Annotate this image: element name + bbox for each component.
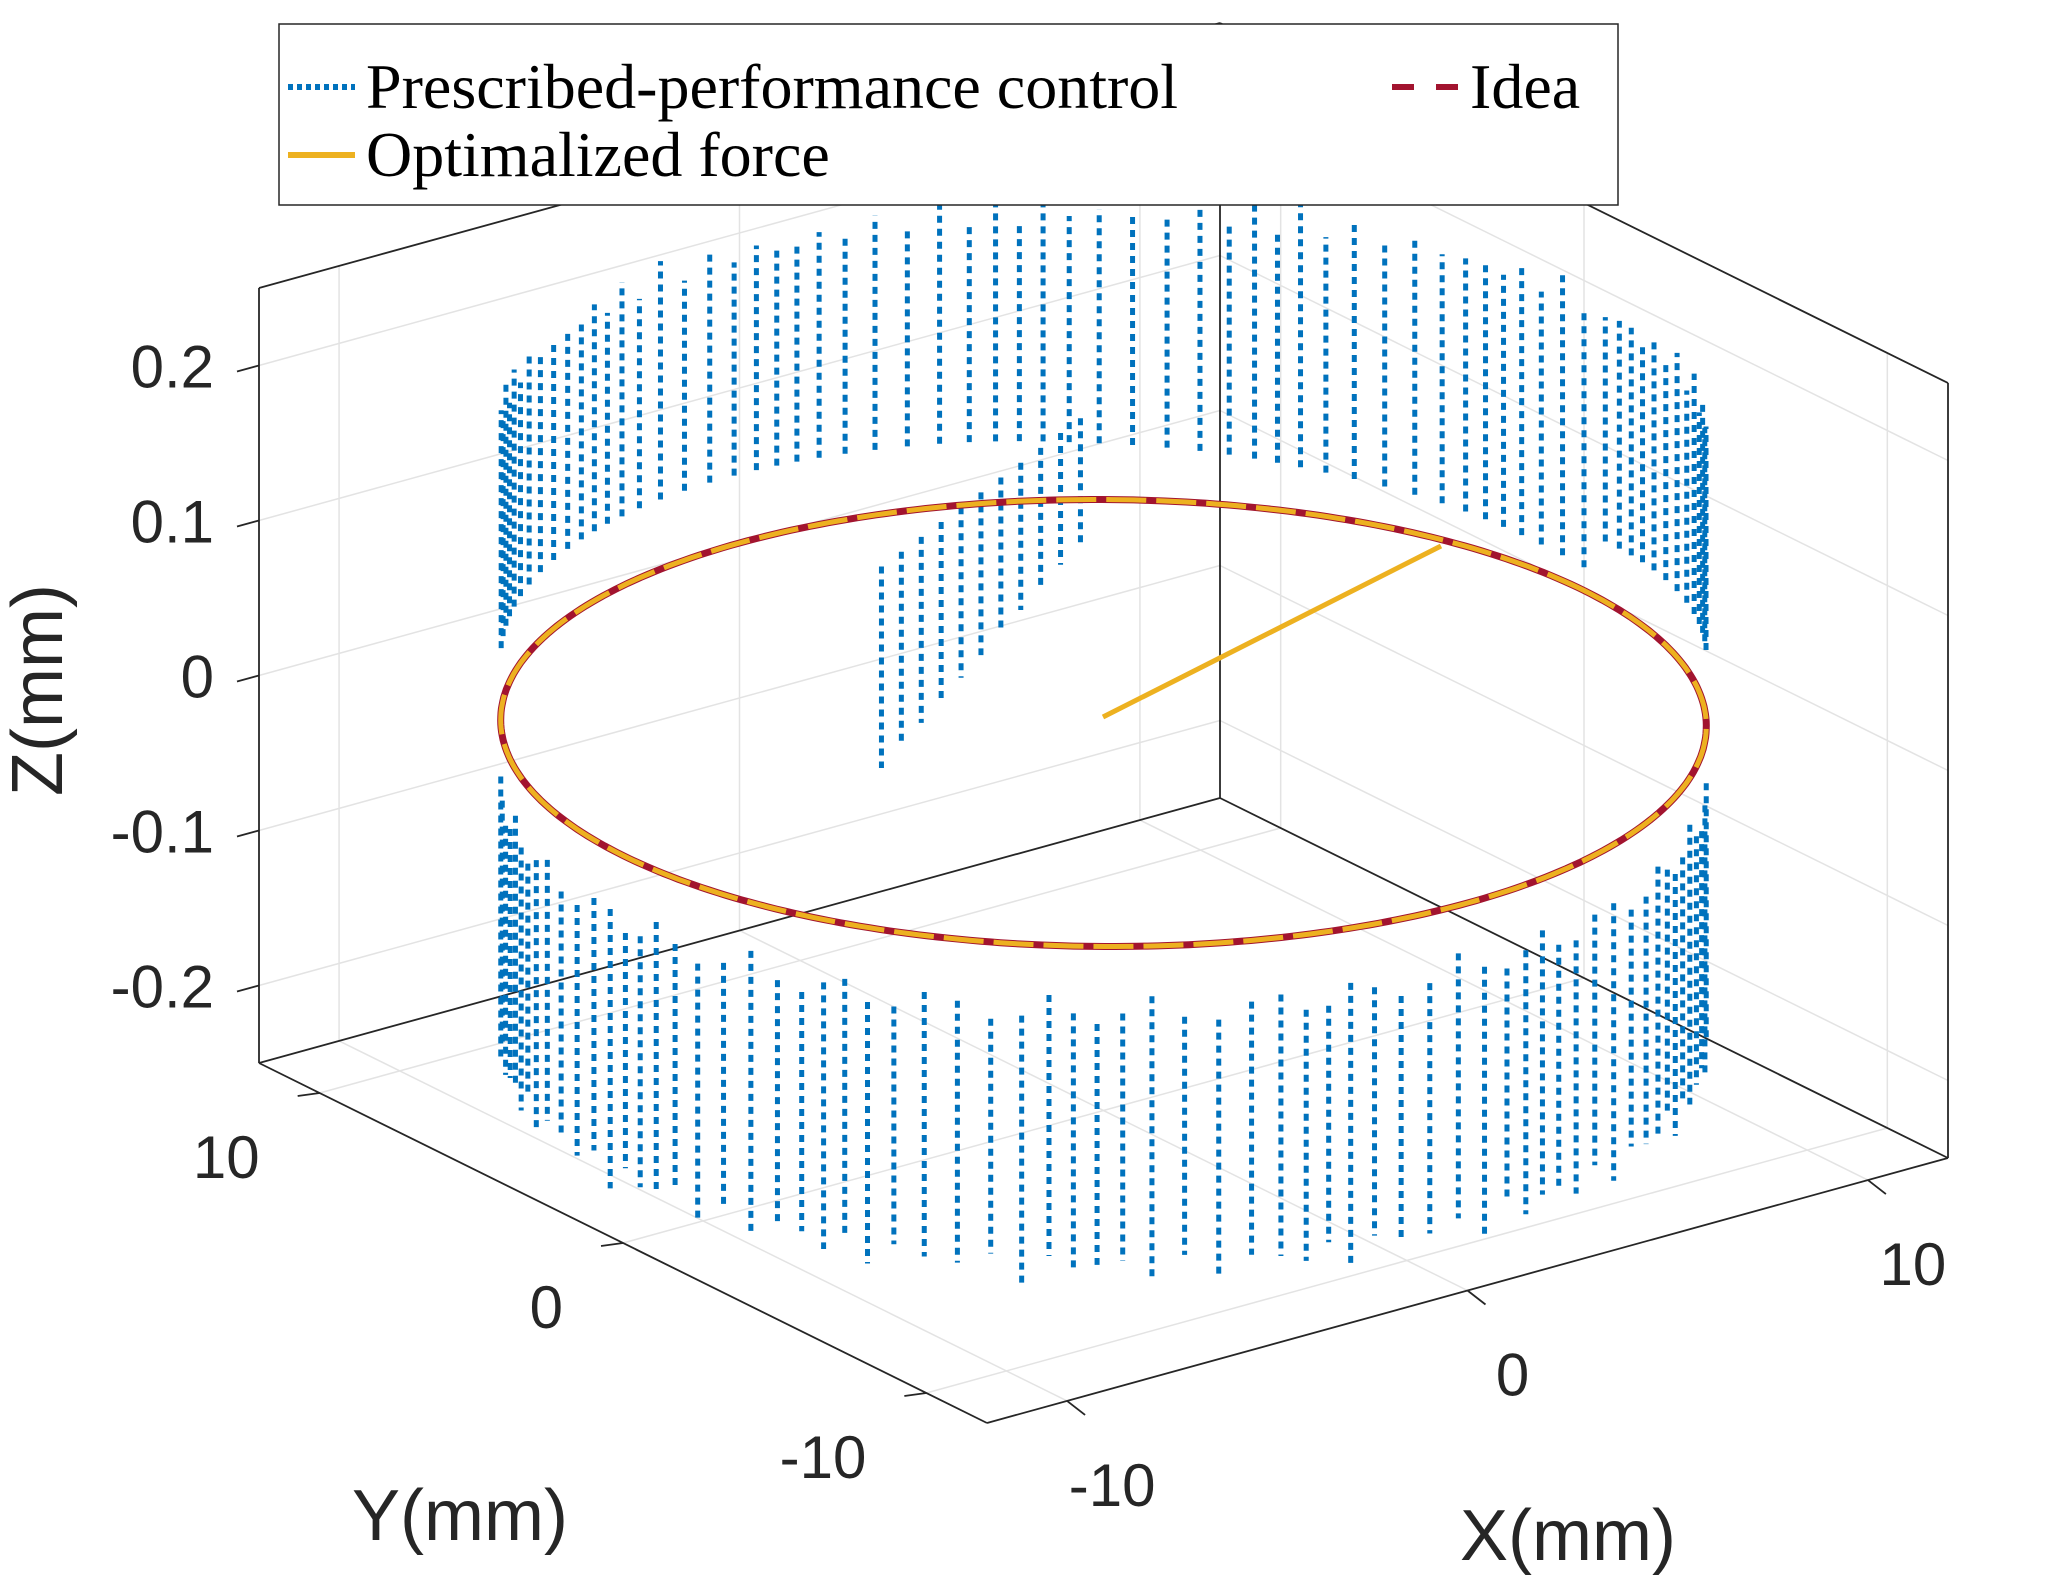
- legend-box: [278, 23, 1619, 206]
- legend-label-optimized: Optimalized force: [366, 119, 830, 190]
- z-tick: [236, 829, 260, 838]
- y-grid-line: [319, 827, 1281, 1094]
- legend-label-prescribed: Prescribed-performance control: [366, 51, 1178, 122]
- y-grid-line: [622, 977, 1585, 1244]
- box-edge: [258, 797, 1221, 1064]
- z-tick-label: -0.2: [111, 954, 214, 1021]
- y-tick: [600, 1242, 624, 1247]
- y-grid-line: [926, 1127, 1888, 1394]
- y-axis-label: Y(mm): [352, 1476, 568, 1556]
- legend: Prescribed-performance control Idea Opti…: [278, 23, 1619, 206]
- y-tick-label: 0: [530, 1274, 563, 1341]
- y-tick: [904, 1392, 927, 1397]
- y-tick-label: -10: [780, 1424, 867, 1491]
- x-tick: [1867, 1179, 1887, 1195]
- z-tick: [236, 674, 260, 683]
- z-tick: [236, 984, 260, 993]
- series-ideal-and-optimized: [497, 496, 1710, 950]
- y-tick: [297, 1092, 320, 1097]
- series-prescribed-performance-control: [498, 197, 1709, 1284]
- x-tick-label: 0: [1496, 1342, 1529, 1409]
- x-axis-label: X(mm): [1460, 1496, 1676, 1576]
- optimized-circle-line: [498, 497, 1709, 949]
- box-edge: [1219, 797, 1949, 1159]
- x-tick-label: -10: [1069, 1452, 1156, 1519]
- grid-lines: [258, 45, 1949, 1402]
- z-tick-label: 0: [181, 644, 214, 711]
- x-tick-label: 10: [1880, 1231, 1947, 1298]
- x-tick: [1466, 1289, 1487, 1306]
- tick-labels: -0.2 -0.1 0 0.1 0.2 -10 0 10 -10 0 10: [111, 334, 1947, 1519]
- x-tick: [1066, 1400, 1086, 1416]
- z-tick-label: 0.2: [131, 334, 214, 401]
- z-tick-label: 0.1: [131, 489, 214, 556]
- legend-label-idea: Idea: [1470, 51, 1580, 122]
- optimized-start-segment: [1101, 543, 1443, 720]
- z-tick: [236, 519, 260, 528]
- z-tick: [236, 364, 260, 373]
- axes-box: [236, 22, 1949, 1424]
- z-axis-label: Z(mm): [0, 584, 78, 796]
- y-tick-label: 10: [193, 1124, 260, 1191]
- z-tick-label: -0.1: [111, 799, 214, 866]
